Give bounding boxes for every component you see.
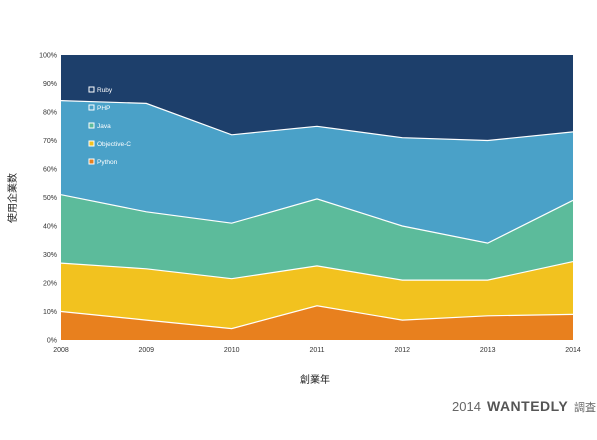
- y-tick-label: 20%: [43, 281, 57, 288]
- x-tick-label: 2012: [395, 347, 411, 354]
- boundary-python: [60, 305, 574, 330]
- y-tick-label: 90%: [43, 81, 57, 88]
- y-tick-label: 80%: [43, 110, 57, 117]
- x-tick-label: 2013: [480, 347, 496, 354]
- footer-credit: 2014 WANTEDLY 調査: [452, 398, 596, 414]
- legend-swatch: [88, 140, 95, 147]
- legend-swatch: [88, 86, 95, 93]
- x-tick-label: 2009: [139, 347, 155, 354]
- area-python: [61, 305, 573, 340]
- y-axis-title: 使用企業数: [6, 173, 19, 223]
- x-tick-label: 2008: [53, 347, 69, 354]
- y-tick-label: 0%: [47, 338, 57, 345]
- area-java: [61, 194, 573, 281]
- y-tick-label: 100%: [39, 53, 57, 60]
- x-axis-title: 創業年: [300, 373, 330, 386]
- y-axis-ticks: 0% 10% 20% 30% 40% 50% 60% 70% 80% 90% 100%: [39, 53, 57, 345]
- x-tick-label: 2010: [224, 347, 240, 354]
- x-tick-label: 2011: [309, 347, 324, 354]
- legend-swatch: [88, 122, 95, 129]
- y-tick-label: 40%: [43, 224, 57, 231]
- legend-label: PHP: [97, 105, 110, 112]
- y-tick-label: 50%: [43, 195, 57, 202]
- boundary-php: [60, 100, 574, 142]
- legend: Ruby PHP Java Objective-C Python: [88, 86, 131, 166]
- legend-label: Ruby: [97, 87, 113, 94]
- x-axis-ticks: 2008 2009 2010 2011 2012 2013 2014: [53, 347, 581, 354]
- y-tick-label: 60%: [43, 167, 57, 174]
- legend-label: Java: [97, 123, 111, 130]
- legend-swatch: [88, 104, 95, 111]
- footer-note: 調査: [574, 400, 596, 414]
- brand-logo-text: WANTEDLY: [487, 398, 568, 414]
- boundary-objective-c: [60, 261, 574, 281]
- legend-label: Objective-C: [97, 141, 131, 148]
- area-php: [61, 100, 573, 244]
- legend-swatch: [88, 158, 95, 165]
- series-boundaries: [60, 100, 574, 330]
- x-tick-label: 2014: [565, 347, 581, 354]
- y-tick-label: 10%: [43, 309, 57, 316]
- legend-label: Python: [97, 159, 118, 166]
- area-ruby: [61, 55, 573, 141]
- chart-areas: [61, 55, 573, 340]
- y-tick-label: 30%: [43, 252, 57, 259]
- y-tick-label: 70%: [43, 138, 57, 145]
- footer-year: 2014: [452, 399, 481, 414]
- boundary-java: [60, 194, 574, 244]
- area-objective-c: [61, 261, 573, 329]
